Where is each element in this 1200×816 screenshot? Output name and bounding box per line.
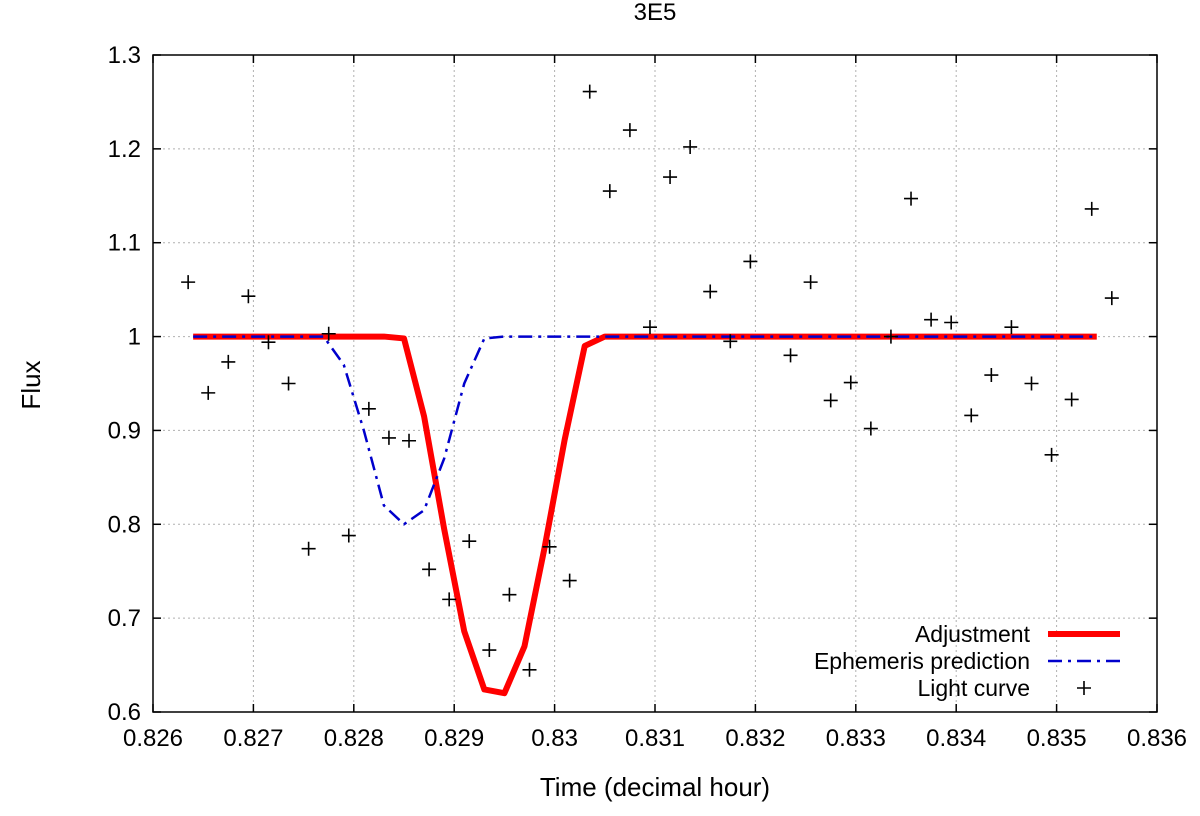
y-tick-label: 0.6 [108, 699, 141, 726]
chart-title: 3E5 [634, 0, 677, 26]
y-tick-label: 0.9 [108, 417, 141, 444]
x-tick-label: 0.831 [625, 725, 685, 752]
x-tick-label: 0.828 [324, 725, 384, 752]
light-curve-point [743, 254, 758, 269]
light-curve-point [863, 421, 878, 436]
light-curve-point [442, 592, 457, 607]
light-curve-point [181, 275, 196, 290]
light-curve-point [1024, 376, 1039, 391]
light-curve-point [783, 348, 798, 363]
light-curve-point [381, 430, 396, 445]
light-curve-point [1064, 392, 1079, 407]
ephemeris-prediction-line [193, 335, 1097, 526]
light-curve-point [703, 284, 718, 299]
legend-symbol-light-curve [1077, 681, 1091, 695]
light-curve-point [964, 408, 979, 423]
light-curve-point [341, 528, 356, 543]
light-curve-point [1104, 291, 1119, 306]
legend-label: Ephemeris prediction [814, 648, 1030, 674]
light-curve-point [241, 289, 256, 304]
x-tick-label: 0.83 [531, 725, 578, 752]
light-curve-point [904, 191, 919, 206]
y-tick-label: 1.3 [108, 42, 141, 69]
light-curve-point [823, 393, 838, 408]
x-tick-label: 0.826 [123, 725, 183, 752]
light-curve-point [221, 354, 236, 369]
light-curve-point [1004, 320, 1019, 335]
light-curve-point [582, 84, 597, 99]
legend-label: Adjustment [915, 621, 1031, 647]
light-curve-point [663, 170, 678, 185]
light-curve-point [924, 312, 939, 327]
x-axis-label: Time (decimal hour) [540, 772, 770, 802]
light-curve-point [683, 139, 698, 154]
light-curve-point [1084, 201, 1099, 216]
y-axis-label: Flux [16, 360, 46, 409]
light-curve-point [422, 562, 437, 577]
light-curve-point [301, 541, 316, 556]
grid-layer [153, 55, 1157, 712]
adjustment-line [193, 333, 1097, 697]
light-curve-point [723, 334, 738, 349]
light-curve-point [602, 184, 617, 199]
plot-frame [152, 54, 1158, 713]
light-curve-point [281, 376, 296, 391]
x-tick-label: 0.827 [223, 725, 283, 752]
y-tick-label: 1 [128, 324, 141, 351]
light-curve-point [502, 587, 517, 602]
light-curve-point [984, 368, 999, 383]
light-curve-point [803, 275, 818, 290]
light-curve-point [562, 573, 577, 588]
x-tick-label: 0.836 [1127, 725, 1187, 752]
light-curve-point [402, 433, 417, 448]
x-tick-label: 0.834 [926, 725, 986, 752]
x-tick-label: 0.833 [826, 725, 886, 752]
y-tick-label: 0.7 [108, 605, 141, 632]
light-curve-point [321, 326, 336, 341]
light-curve-point [542, 539, 557, 554]
light-curve-point [261, 335, 276, 350]
x-tick-label: 0.829 [424, 725, 484, 752]
light-curve-point [482, 643, 497, 658]
light-curve-point [843, 375, 858, 390]
light-curve-point [201, 385, 216, 400]
y-tick-label: 1.1 [108, 230, 141, 257]
light-curve-point [622, 123, 637, 138]
y-tick-label: 0.8 [108, 511, 141, 538]
light-curve-point [883, 329, 898, 344]
light-curve-point [944, 315, 959, 330]
light-curve-point [522, 662, 537, 677]
light-curve-point [361, 401, 376, 416]
light-curve-point [642, 320, 657, 335]
x-tick-label: 0.835 [1027, 725, 1087, 752]
tick-layer: 0.826 0.827 0.828 0.829 0.83 0.831 0.832 0.833 0… [108, 42, 1187, 752]
y-tick-label: 1.2 [108, 136, 141, 163]
x-tick-label: 0.832 [725, 725, 785, 752]
light-curve-point [462, 534, 477, 549]
light-curve-point [1044, 447, 1059, 462]
legend-label: Light curve [917, 675, 1030, 701]
series-layer [181, 84, 1119, 697]
